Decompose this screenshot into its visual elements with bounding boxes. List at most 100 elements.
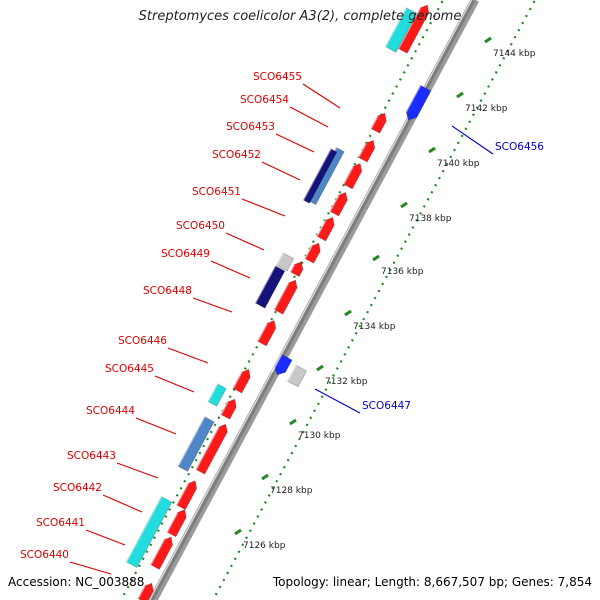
navy-feature-1 (302, 148, 338, 204)
forward-gene-13-highlight (194, 426, 220, 470)
leader-line-sco6454 (289, 106, 329, 128)
tick-mark-3 (400, 201, 408, 209)
gene-label-sco6447: SCO6447 (314, 388, 411, 414)
tick-label-3: 7138 kbp (409, 214, 452, 224)
forward-gene-8-highlight (289, 264, 295, 273)
dotted-guide-forward (119, 0, 444, 600)
gene-label-sco6453: SCO6453 (226, 121, 315, 153)
forward-gene-10-highlight (256, 322, 268, 342)
forward-gene-16 (149, 536, 174, 570)
leader-line-sco6442 (102, 494, 143, 513)
tick-mark-5 (344, 309, 352, 317)
forward-gene-7 (303, 242, 321, 264)
reverse-gene-sco6447 (271, 353, 293, 376)
gene-label-sco6449: SCO6449 (161, 248, 251, 279)
gene-label-sco6452: SCO6452 (212, 149, 301, 181)
leader-line-sco6453 (275, 133, 315, 153)
forward-gene-3-highlight (357, 142, 367, 158)
forward-gene-4 (342, 162, 363, 190)
gene-label-text-sco6441: SCO6441 (36, 517, 85, 529)
cyan-feature-3-highlight (125, 496, 163, 563)
tick-label-9: 7126 kbp (243, 541, 286, 551)
forward-gene-10 (256, 319, 277, 347)
gene-label-text-sco6442: SCO6442 (53, 482, 102, 494)
forward-gene-17-highlight (136, 585, 146, 599)
leader-line-sco6446 (167, 347, 209, 364)
leader-line-sco6443 (116, 462, 159, 479)
forward-gene-4-highlight (342, 165, 354, 185)
forward-gene-2 (369, 112, 387, 134)
gene-label-text-sco6449: SCO6449 (161, 248, 210, 260)
gene-label-sco6450: SCO6450 (176, 220, 265, 251)
leader-line-sco6445 (154, 375, 195, 393)
forward-gene-17 (136, 582, 154, 600)
cyan-feature-2 (206, 383, 227, 407)
gene-label-sco6441: SCO6441 (36, 517, 126, 546)
accession-text: Accession: NC_003888 (8, 575, 145, 589)
gene-label-text-sco6445: SCO6445 (105, 363, 154, 375)
gene-label-sco6454: SCO6454 (240, 94, 329, 128)
forward-gene-7-highlight (303, 245, 313, 259)
genome-title: Streptomyces coelicolor A3(2), complete … (138, 9, 462, 24)
gene-label-text-sco6446: SCO6446 (118, 335, 167, 347)
gene-label-text-sco6456: SCO6456 (495, 141, 544, 153)
tick-mark-7 (289, 418, 297, 426)
tick-label-4: 7136 kbp (381, 267, 424, 277)
navy-feature-1-highlight (302, 148, 332, 201)
forward-gene-13 (194, 423, 228, 475)
reverse-gene-sco6456 (402, 84, 432, 121)
forward-gene-9 (273, 279, 298, 315)
forward-gene-9-highlight (273, 282, 290, 310)
leader-line-sco6456 (451, 125, 494, 155)
leader-line-sco6444 (135, 417, 177, 435)
forward-gene-16-highlight (149, 539, 165, 566)
reverse-gene-sco6447-highlight (271, 353, 283, 373)
gene-label-sco6445: SCO6445 (105, 363, 195, 393)
dotted-guide-lines (119, 0, 536, 600)
gene-label-text-sco6443: SCO6443 (67, 450, 116, 462)
steel-feature-2 (177, 416, 215, 472)
forward-gene-11 (232, 368, 251, 394)
tick-mark-4 (372, 254, 380, 262)
leader-line-sco6447 (314, 388, 361, 414)
gene-label-text-sco6453: SCO6453 (226, 121, 275, 133)
gene-label-sco6444: SCO6444 (86, 405, 177, 435)
cyan-feature-top (384, 7, 418, 53)
tick-label-0: 7144 kbp (493, 49, 536, 59)
tick-mark-1 (456, 91, 464, 99)
cyan-feature-2-highlight (206, 383, 219, 402)
tick-mark-8 (261, 473, 269, 481)
leader-line-sco6440 (69, 561, 112, 575)
forward-gene-11-highlight (232, 371, 243, 389)
forward-gene-15 (166, 509, 187, 538)
grey-feature-1-highlight (275, 252, 284, 266)
forward-gene-12-highlight (219, 401, 229, 415)
dotted-guide-reverse (211, 0, 536, 600)
steel-feature-2-highlight (177, 416, 206, 467)
forward-gene-2-highlight (369, 115, 379, 129)
gene-label-text-sco6455: SCO6455 (253, 71, 302, 83)
tick-mark-9 (234, 528, 242, 536)
ruler-ticks: 7144 kbp 7142 kbp 7140 kbp 7138 kbp 7136 kbp… (234, 36, 536, 551)
tick-label-1: 7142 kbp (465, 104, 508, 114)
gene-label-sco6455: SCO6455 (253, 71, 341, 109)
forward-gene-5-highlight (329, 194, 340, 212)
forward-gene-12 (219, 398, 237, 420)
gene-label-text-sco6450: SCO6450 (176, 220, 225, 232)
forward-gene-6-highlight (316, 219, 327, 237)
forward-gene-6 (316, 216, 335, 242)
cyan-feature-top-highlight (384, 7, 407, 48)
leader-line-sco6450 (225, 232, 265, 251)
gene-features (125, 4, 432, 600)
tick-mark-6 (316, 364, 324, 372)
tick-label-6: 7132 kbp (325, 377, 368, 387)
leader-line-sco6455 (302, 83, 341, 109)
gene-label-text-sco6448: SCO6448 (143, 285, 192, 297)
leader-line-sco6452 (261, 161, 301, 181)
leader-line-sco6451 (241, 198, 286, 217)
leader-line-sco6441 (85, 529, 126, 546)
gene-label-sco6456: SCO6456 (451, 125, 544, 155)
grey-feature-2 (286, 364, 308, 388)
